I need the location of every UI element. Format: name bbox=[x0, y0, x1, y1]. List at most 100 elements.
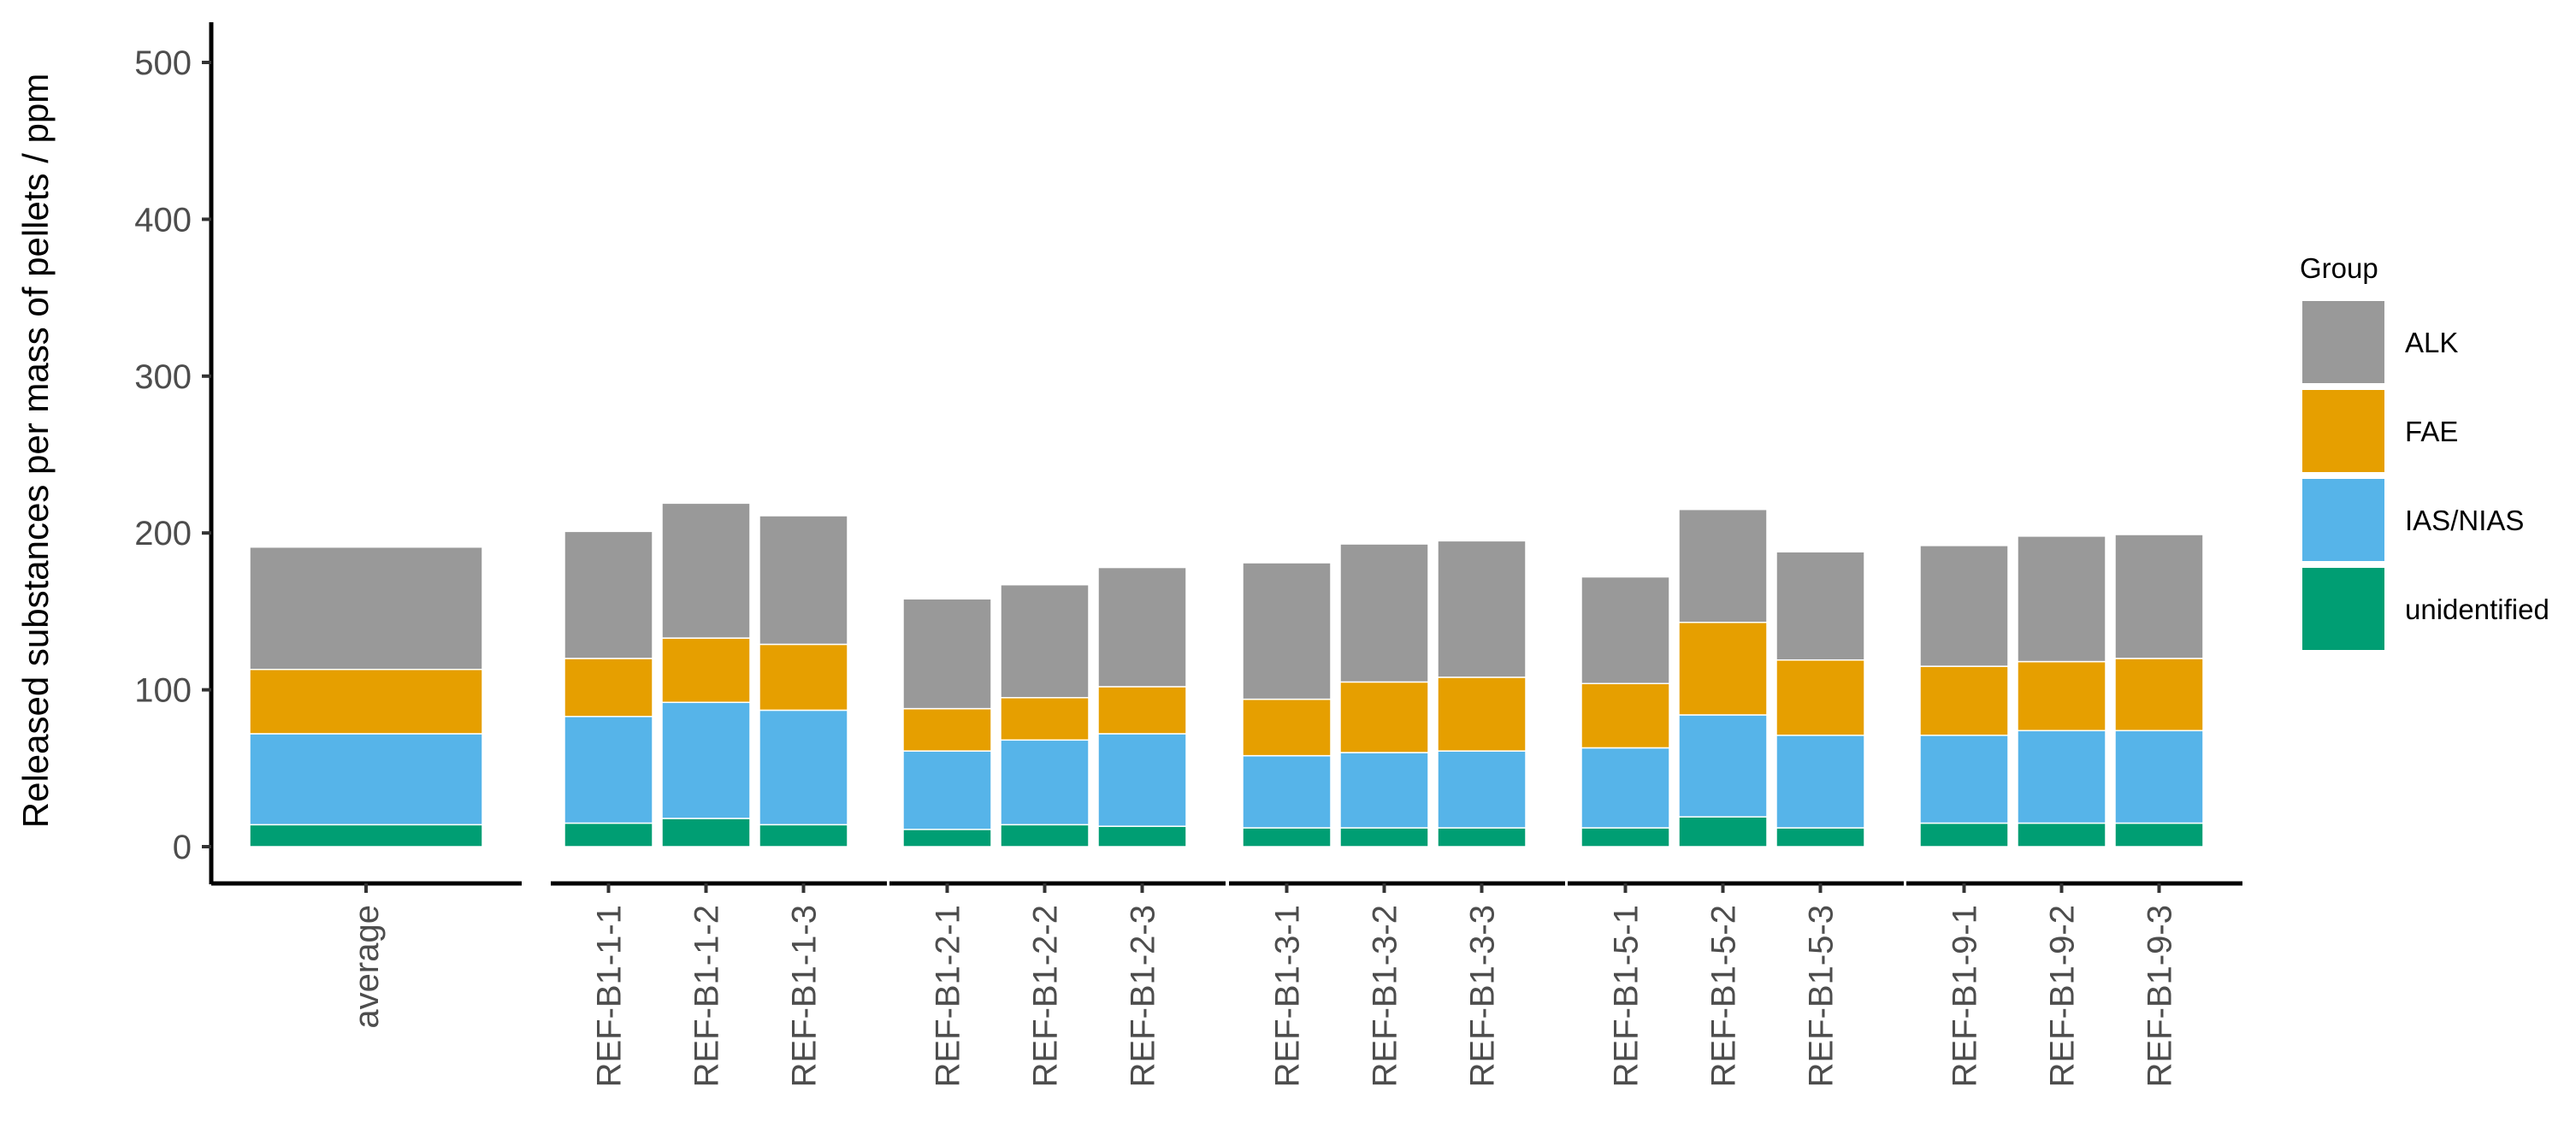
x-tick-label-ref-b1-9-2: REF-B1-9-2 bbox=[2044, 905, 2082, 1087]
bar-segment-unidentified-ref-b1-1-2 bbox=[661, 818, 751, 848]
bar-segment-ias-nias-ref-b1-1-3 bbox=[759, 709, 848, 826]
legend-label-unidentified: unidentified bbox=[2405, 594, 2549, 625]
x-tick-label-ref-b1-9-3: REF-B1-9-3 bbox=[2142, 905, 2179, 1087]
y-tick-label-400: 400 bbox=[134, 201, 192, 239]
bar-segment-fae-ref-b1-5-3 bbox=[1775, 659, 1865, 736]
bar-segment-fae-ref-b1-1-1 bbox=[564, 658, 653, 718]
x-tick-label-ref-b1-2-3: REF-B1-2-3 bbox=[1125, 905, 1162, 1087]
bar-segment-ias-nias-ref-b1-2-1 bbox=[902, 750, 992, 830]
bar-segment-fae-ref-b1-9-3 bbox=[2114, 658, 2204, 732]
legend-title: Group bbox=[2300, 252, 2378, 284]
bar-segment-ias-nias-average bbox=[249, 733, 483, 826]
bar-segment-unidentified-ref-b1-1-1 bbox=[564, 822, 653, 848]
y-axis: 0 100 200 300 400 500 bbox=[134, 22, 214, 884]
bar-segment-ias-nias-ref-b1-5-1 bbox=[1580, 747, 1670, 829]
bar-segment-alk-ref-b1-5-1 bbox=[1580, 576, 1670, 685]
bar-segment-unidentified-ref-b1-5-2 bbox=[1678, 816, 1768, 848]
bar-segment-unidentified-ref-b1-2-2 bbox=[1000, 824, 1090, 848]
x-tick-label-ref-b1-1-1: REF-B1-1-1 bbox=[591, 905, 629, 1087]
bar-segment-ias-nias-ref-b1-9-2 bbox=[2017, 729, 2106, 824]
bar-segment-alk-ref-b1-9-3 bbox=[2114, 534, 2204, 659]
bar-segment-fae-ref-b1-3-2 bbox=[1339, 681, 1429, 753]
bar-segment-unidentified-ref-b1-3-1 bbox=[1242, 827, 1332, 848]
bar-segment-unidentified-ref-b1-2-3 bbox=[1097, 825, 1187, 848]
legend-key-unidentified bbox=[2302, 568, 2384, 650]
legend-label-ias-nias: IAS/NIAS bbox=[2405, 505, 2524, 536]
bar-segment-alk-ref-b1-9-2 bbox=[2017, 535, 2106, 663]
bar-segment-fae-ref-b1-3-1 bbox=[1242, 698, 1332, 757]
bar-segment-alk-ref-b1-5-3 bbox=[1775, 551, 1865, 661]
x-tick-label-ref-b1-5-2: REF-B1-5-2 bbox=[1705, 905, 1743, 1087]
bar-segment-fae-ref-b1-2-3 bbox=[1097, 686, 1187, 735]
legend-label-alk: ALK bbox=[2405, 327, 2458, 358]
bar-segment-fae-average bbox=[249, 669, 483, 735]
bar-segment-alk-average bbox=[249, 546, 483, 670]
y-tick-label-200: 200 bbox=[134, 515, 192, 552]
bar-segment-ias-nias-ref-b1-3-1 bbox=[1242, 754, 1332, 829]
bar-segment-fae-ref-b1-9-2 bbox=[2017, 660, 2106, 732]
x-axis: average REF-B1-1-1 REF-B1-1-2 REF-B1-1-3 REF… bbox=[211, 881, 2242, 1087]
bar-segment-ias-nias-ref-b1-1-2 bbox=[661, 701, 751, 819]
bar-segment-alk-ref-b1-1-1 bbox=[564, 530, 653, 659]
bar-segment-alk-ref-b1-2-3 bbox=[1097, 566, 1187, 688]
bar-segment-alk-ref-b1-5-2 bbox=[1678, 508, 1768, 623]
bar-segment-ias-nias-ref-b1-9-1 bbox=[1919, 735, 2009, 824]
bar-segment-ias-nias-ref-b1-5-2 bbox=[1678, 714, 1768, 818]
x-tick-label-ref-b1-3-3: REF-B1-3-3 bbox=[1464, 905, 1502, 1087]
bar-segment-ias-nias-ref-b1-5-3 bbox=[1775, 735, 1865, 829]
x-tick-label-ref-b1-3-2: REF-B1-3-2 bbox=[1367, 905, 1404, 1087]
bar-segment-alk-ref-b1-2-2 bbox=[1000, 583, 1090, 699]
bars-layer bbox=[249, 502, 2204, 848]
bar-segment-unidentified-ref-b1-9-2 bbox=[2017, 822, 2106, 848]
y-tick-label-500: 500 bbox=[134, 44, 192, 82]
bar-segment-ias-nias-ref-b1-3-3 bbox=[1437, 750, 1527, 829]
bar-segment-ias-nias-ref-b1-1-1 bbox=[564, 716, 653, 824]
bar-segment-unidentified-ref-b1-3-3 bbox=[1437, 827, 1527, 848]
bar-segment-ias-nias-ref-b1-9-3 bbox=[2114, 729, 2204, 824]
legend-label-fae: FAE bbox=[2405, 416, 2458, 447]
x-tick-label-ref-b1-9-1: REF-B1-9-1 bbox=[1947, 905, 1984, 1087]
y-axis-title: Released substances per mass of pellets … bbox=[15, 74, 56, 828]
bar-segment-alk-ref-b1-1-3 bbox=[759, 515, 848, 646]
bar-segment-ias-nias-ref-b1-2-2 bbox=[1000, 739, 1090, 826]
bar-segment-alk-ref-b1-1-2 bbox=[661, 502, 751, 639]
bar-segment-alk-ref-b1-3-2 bbox=[1339, 543, 1429, 683]
bar-segment-alk-ref-b1-2-1 bbox=[902, 598, 992, 710]
bar-segment-alk-ref-b1-3-3 bbox=[1437, 540, 1527, 678]
y-tick-label-100: 100 bbox=[134, 672, 192, 710]
y-tick-label-0: 0 bbox=[173, 829, 192, 866]
x-tick-label-ref-b1-2-2: REF-B1-2-2 bbox=[1027, 905, 1065, 1087]
bar-segment-unidentified-ref-b1-2-1 bbox=[902, 829, 992, 848]
bar-segment-fae-ref-b1-1-3 bbox=[759, 643, 848, 712]
bar-segment-unidentified-ref-b1-1-3 bbox=[759, 824, 848, 848]
bar-segment-alk-ref-b1-9-1 bbox=[1919, 545, 2009, 667]
bar-segment-fae-ref-b1-5-2 bbox=[1678, 621, 1768, 716]
bar-segment-ias-nias-ref-b1-2-3 bbox=[1097, 733, 1187, 827]
bar-segment-unidentified-ref-b1-9-3 bbox=[2114, 822, 2204, 848]
bar-segment-unidentified-ref-b1-5-1 bbox=[1580, 827, 1670, 848]
x-tick-label-ref-b1-3-1: REF-B1-3-1 bbox=[1269, 905, 1307, 1087]
bar-segment-unidentified-ref-b1-5-3 bbox=[1775, 827, 1865, 848]
bar-segment-fae-ref-b1-1-2 bbox=[661, 637, 751, 704]
bar-segment-fae-ref-b1-9-1 bbox=[1919, 665, 2009, 736]
x-tick-label-ref-b1-2-1: REF-B1-2-1 bbox=[930, 905, 967, 1087]
legend-key-alk bbox=[2302, 301, 2384, 383]
bar-segment-fae-ref-b1-2-1 bbox=[902, 707, 992, 752]
bar-segment-unidentified-average bbox=[249, 824, 483, 848]
bar-segment-unidentified-ref-b1-3-2 bbox=[1339, 827, 1429, 848]
bar-segment-fae-ref-b1-5-1 bbox=[1580, 682, 1670, 749]
legend-key-fae bbox=[2302, 390, 2384, 472]
x-tick-label-ref-b1-5-3: REF-B1-5-3 bbox=[1803, 905, 1840, 1087]
bar-segment-alk-ref-b1-3-1 bbox=[1242, 562, 1332, 700]
bar-segment-unidentified-ref-b1-9-1 bbox=[1919, 822, 2009, 848]
x-tick-label-ref-b1-5-1: REF-B1-5-1 bbox=[1608, 905, 1645, 1087]
legend-key-ias-nias bbox=[2302, 479, 2384, 561]
x-tick-label-ref-b1-1-2: REF-B1-1-2 bbox=[688, 905, 726, 1087]
bar-segment-fae-ref-b1-3-3 bbox=[1437, 676, 1527, 752]
y-tick-label-300: 300 bbox=[134, 358, 192, 396]
bar-segment-ias-nias-ref-b1-3-2 bbox=[1339, 752, 1429, 829]
x-tick-label-ref-b1-1-3: REF-B1-1-3 bbox=[786, 905, 824, 1087]
bar-segment-fae-ref-b1-2-2 bbox=[1000, 697, 1090, 741]
legend: Group ALK FAE IAS/NIAS unidentified bbox=[2300, 252, 2549, 650]
